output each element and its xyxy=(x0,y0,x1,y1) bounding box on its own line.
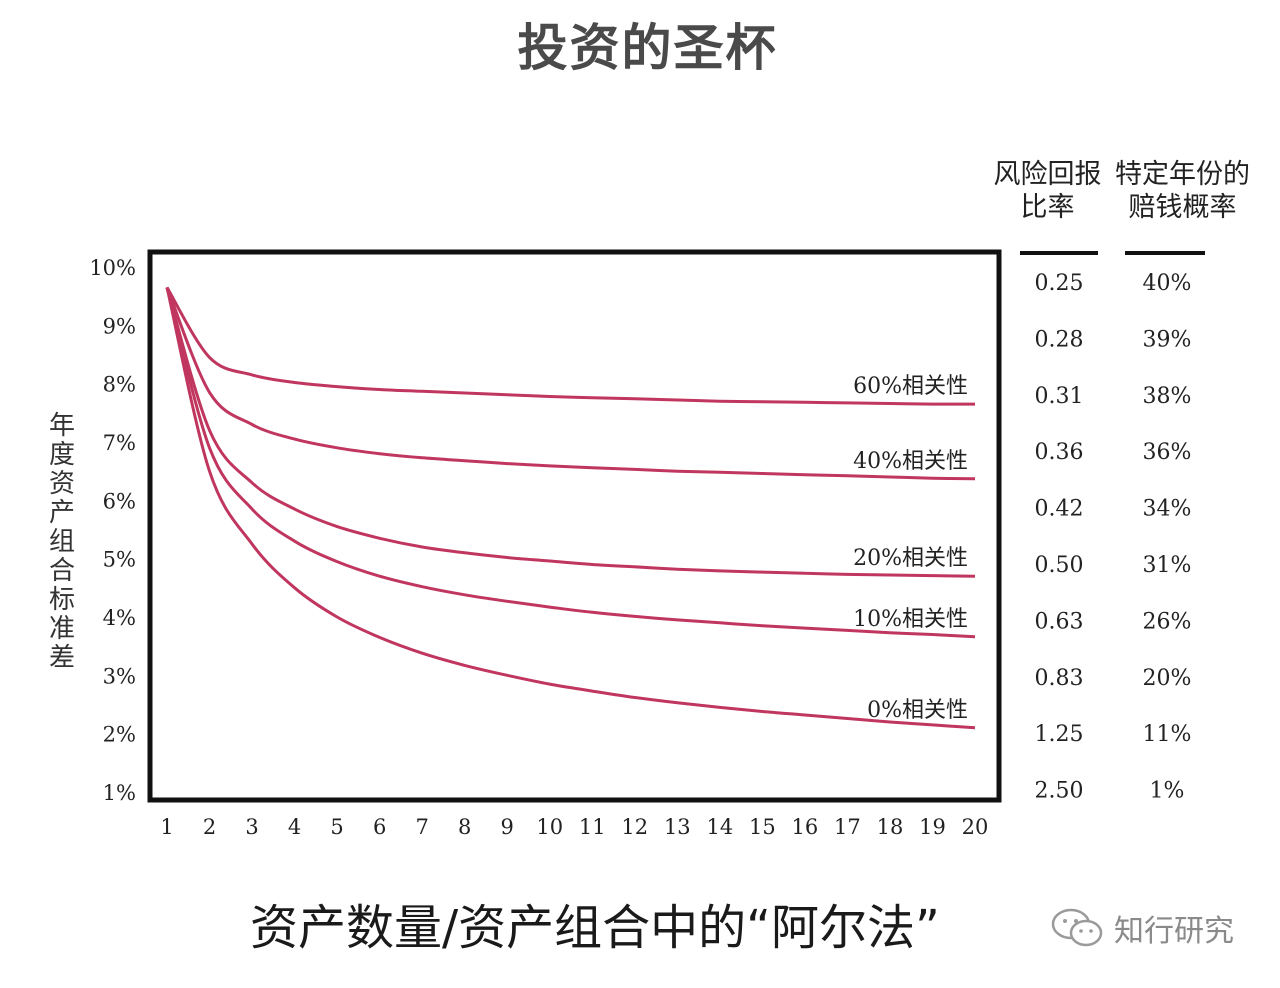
y-tick-label: 2% xyxy=(103,723,136,747)
y-axis-label-char: 产 xyxy=(48,498,75,528)
x-tick-label: 10 xyxy=(536,815,563,839)
loss-probability-cell: 34% xyxy=(1143,497,1192,522)
series-line xyxy=(165,287,976,730)
risk-return-ratio-cell: 0.83 xyxy=(1035,666,1084,691)
y-tick-label: 4% xyxy=(103,606,136,630)
y-tick-label: 3% xyxy=(103,664,136,688)
y-tick-label: 6% xyxy=(103,489,136,513)
y-axis-label-char: 准 xyxy=(48,614,75,644)
loss-prob-header-line-2: 赔钱概率 xyxy=(1128,192,1237,223)
y-axis-label: 年度资产组合标准差 xyxy=(46,412,78,673)
loss-probability-cell: 1% xyxy=(1150,779,1185,804)
risk-return-ratio-cell: 0.25 xyxy=(1035,271,1084,296)
x-tick-label: 1 xyxy=(160,815,173,839)
x-tick-label: 8 xyxy=(458,815,471,839)
plot-frame xyxy=(147,249,1002,803)
series-label: 40%相关性 xyxy=(853,449,968,474)
x-tick-label: 11 xyxy=(579,815,606,839)
y-tick-label: 1% xyxy=(103,781,136,805)
y-tick-label: 8% xyxy=(103,373,136,397)
x-tick-label: 19 xyxy=(919,815,946,839)
x-tick-label: 5 xyxy=(330,815,343,839)
page-title: 投资的圣杯 xyxy=(517,19,778,77)
y-axis-label-char: 度 xyxy=(48,440,75,470)
risk-return-ratio-cell: 2.50 xyxy=(1035,779,1084,804)
loss-prob-column-header: 特定年份的 赔钱概率 xyxy=(1105,158,1260,224)
wechat-icon xyxy=(1051,908,1103,947)
series-line xyxy=(165,286,976,481)
loss-probability-cell: 39% xyxy=(1143,327,1192,352)
x-tick-label: 2 xyxy=(203,815,216,839)
loss-probability-cell: 31% xyxy=(1143,553,1192,578)
x-tick-label: 15 xyxy=(749,815,776,839)
x-tick-label: 4 xyxy=(288,815,301,839)
x-tick-label: 14 xyxy=(706,815,733,839)
x-tick-label: 7 xyxy=(415,815,428,839)
watermark: 知行研究 xyxy=(1050,906,1234,950)
y-axis-label-char: 合 xyxy=(48,556,75,586)
ratio-header-line-1: 风险回报 xyxy=(993,159,1102,190)
y-axis-label-char: 标 xyxy=(48,585,75,615)
x-tick-label: 13 xyxy=(664,815,691,839)
y-tick-label: 9% xyxy=(103,314,136,338)
ratio-header-rule xyxy=(1020,251,1098,255)
x-tick-label: 20 xyxy=(962,815,989,839)
series-line xyxy=(165,286,976,578)
y-axis-label-char: 组 xyxy=(48,527,75,557)
x-tick-label: 9 xyxy=(501,815,514,839)
watermark-text: 知行研究 xyxy=(1114,914,1234,949)
x-axis-label: 资产数量/资产组合中的“阿尔法” xyxy=(250,900,940,956)
x-tick-label: 12 xyxy=(621,815,648,839)
series-line xyxy=(165,287,976,639)
series-line xyxy=(165,286,976,406)
risk-return-ratio-cell: 0.50 xyxy=(1035,553,1084,578)
ratio-header-line-2: 比率 xyxy=(1020,192,1075,223)
loss-probability-cell: 38% xyxy=(1143,384,1192,409)
series-label: 60%相关性 xyxy=(853,374,968,399)
risk-return-ratio-cell: 1.25 xyxy=(1035,722,1084,747)
series-label: 20%相关性 xyxy=(853,546,968,571)
loss-prob-header-rule xyxy=(1125,251,1205,255)
y-axis-label-char: 资 xyxy=(48,469,75,499)
risk-return-ratio-cell: 0.63 xyxy=(1035,609,1084,634)
risk-return-ratio-cell: 0.28 xyxy=(1035,327,1084,352)
loss-probability-cell: 40% xyxy=(1143,271,1192,296)
x-tick-label: 17 xyxy=(834,815,861,839)
series-label: 10%相关性 xyxy=(853,607,968,632)
loss-probability-cell: 36% xyxy=(1143,440,1192,465)
x-tick-label: 3 xyxy=(245,815,258,839)
y-tick-label: 10% xyxy=(89,256,136,280)
series-label: 0%相关性 xyxy=(867,698,968,723)
y-tick-label: 7% xyxy=(103,431,136,455)
y-tick-label: 5% xyxy=(103,548,136,572)
loss-probability-cell: 20% xyxy=(1143,666,1192,691)
x-tick-label: 16 xyxy=(792,815,819,839)
y-axis-label-char: 年 xyxy=(48,411,75,441)
loss-prob-header-line-1: 特定年份的 xyxy=(1115,159,1250,190)
x-tick-label: 18 xyxy=(877,815,904,839)
risk-return-ratio-cell: 0.31 xyxy=(1035,384,1084,409)
x-tick-label: 6 xyxy=(373,815,386,839)
ratio-column-header: 风险回报 比率 xyxy=(985,158,1110,224)
risk-return-ratio-cell: 0.36 xyxy=(1035,440,1084,465)
y-axis-label-char: 差 xyxy=(48,643,75,673)
risk-return-ratio-cell: 0.42 xyxy=(1035,497,1084,522)
loss-probability-cell: 11% xyxy=(1143,722,1192,747)
loss-probability-cell: 26% xyxy=(1143,609,1192,634)
